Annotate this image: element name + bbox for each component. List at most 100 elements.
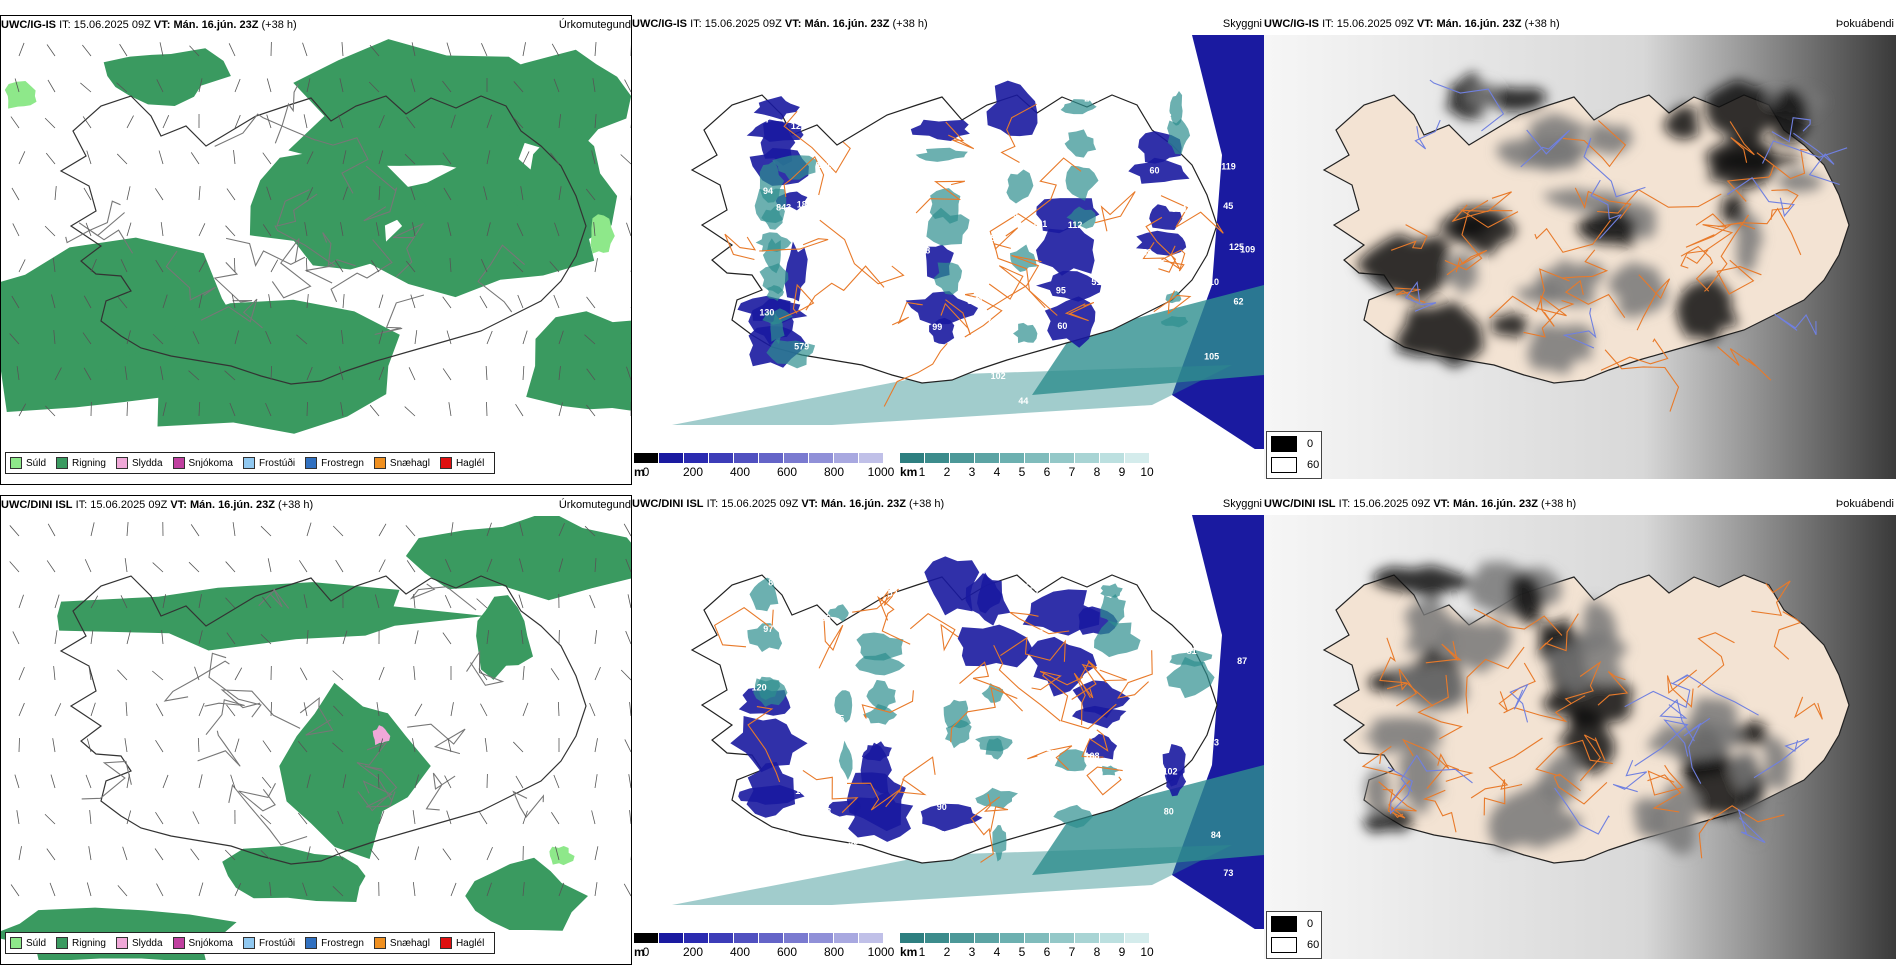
cloud-base-panel-1: UWC/IG-IS IT: 15.06.2025 09Z VT: Mán. 16… (632, 15, 1264, 485)
model-name: UWC/IG-IS (1, 19, 56, 31)
model-name: UWC/DINI ISL (1, 499, 73, 511)
vt-label: VT: (785, 18, 802, 30)
tick-label: 7 (1069, 465, 1076, 479)
colorbar-segment (834, 933, 859, 943)
colorbar-segment (634, 453, 659, 463)
model-name: UWC/DINI ISL (632, 498, 704, 510)
cloud-base-label: 63 (1162, 112, 1172, 122)
cloud-base-colorbar (634, 453, 884, 463)
tick-label: 200 (683, 465, 703, 479)
visibility-colorbar (900, 933, 1150, 943)
cloud-base-label: 180 (797, 199, 812, 209)
cloud-base-label: 119 (1221, 162, 1236, 172)
cloud-base-label: 128 (864, 319, 879, 329)
cloud-base-label: 86 (1011, 771, 1021, 781)
precip-map (1, 36, 632, 480)
vt-value: Mán. 16.jún. 23Z (1453, 498, 1538, 510)
vt-label: VT: (170, 499, 187, 511)
legend-swatch (243, 457, 255, 469)
fog-low-label: 0 (1307, 438, 1313, 450)
tick-label: 200 (683, 945, 703, 959)
cloud-base-label: 154 (976, 217, 991, 227)
cloud-base-label: 84 (1211, 830, 1221, 840)
cloud-base-label: 78 (1182, 183, 1192, 193)
cloud-base-label: 96 (1043, 713, 1053, 723)
cloud-base-label: 73 (1209, 737, 1219, 747)
colorbar-segment (759, 933, 784, 943)
colorbar-segment (859, 453, 884, 463)
colorbar-segment (925, 453, 950, 463)
cloud-base-label: 90 (937, 802, 947, 812)
legend-item: Snæhagl (374, 457, 430, 469)
cloud-base-label: 79 (1130, 77, 1140, 87)
cloud-base-label: 203 (1086, 151, 1101, 161)
tick-label: 4 (994, 945, 1001, 959)
colorbar-segment (784, 453, 809, 463)
panel-header: UWC/IG-IS IT: 15.06.2025 09Z VT: Mán. 16… (1264, 15, 1896, 33)
tick-label: 8 (1094, 465, 1101, 479)
cloud-base-label: 70 (1125, 771, 1135, 781)
cloud-base-label: 72 (1187, 114, 1197, 124)
cloud-base-label: 45 (1223, 201, 1233, 211)
cloud-base-label: 410 (1204, 277, 1219, 287)
cloud-base-label: 206 (985, 182, 1000, 192)
legend-item: Frostregn (305, 937, 364, 949)
legend-label: Frostregn (321, 458, 364, 469)
tick-label: 10 (1140, 945, 1153, 959)
tick-label: 6 (1044, 945, 1051, 959)
cloud-base-label: 89 (859, 376, 869, 386)
fog-high-label: 60 (1307, 459, 1319, 471)
colorbar-segment (925, 933, 950, 943)
vt-label: VT: (154, 19, 171, 31)
km-unit: km (900, 465, 917, 479)
colorbar-segment (900, 933, 925, 943)
fog-high-swatch (1271, 457, 1297, 473)
it-value: 15.06.2025 09Z (1353, 498, 1430, 510)
tick-label: 400 (730, 945, 750, 959)
colorbar-segment (634, 933, 659, 943)
panel-title: Skyggni (1223, 495, 1262, 513)
legend-item: Frostregn (305, 457, 364, 469)
colorbar-segment (1000, 453, 1025, 463)
cloud-base-label: 84 (986, 780, 996, 790)
km-unit: km (900, 945, 917, 959)
legend-label: Rigning (72, 458, 106, 469)
it-value: 15.06.2025 09Z (705, 18, 782, 30)
cloud-base-label: 52 (886, 255, 896, 265)
cloud-base-label: 369 (967, 296, 982, 306)
cloud-base-label: 124 (976, 313, 991, 323)
legend-item: Haglél (440, 937, 484, 949)
it-label: IT: (76, 499, 88, 511)
legend-label: Slydda (132, 938, 163, 949)
cloud-base-label: 46 (1114, 77, 1124, 87)
tick-label: 9 (1119, 465, 1126, 479)
legend-label: Frostúði (259, 938, 295, 949)
wind-barb (127, 402, 128, 416)
cloud-base-label: 80 (1164, 807, 1174, 817)
cloud-base-label: 102 (775, 830, 790, 840)
cloud-base-label: 130 (759, 308, 774, 318)
cloud-base-label: 284 (985, 233, 1000, 243)
colorbar-segment (759, 453, 784, 463)
cloud-base-label: 94 (763, 186, 773, 196)
cloud-base-label: 89 (768, 578, 778, 588)
colorbar-segment (834, 453, 859, 463)
tick-label: 4 (994, 465, 1001, 479)
cloud-base-label: 105 (1204, 352, 1219, 362)
cloud-base-label: 120 (752, 683, 767, 693)
legend-swatch (56, 457, 68, 469)
cloud-base-label: 133 (1161, 636, 1176, 646)
tick-label: 600 (777, 465, 797, 479)
cloud-base-label: 101 (816, 160, 831, 170)
cloud-base-label: 81 (755, 561, 765, 571)
cloud-base-label: 54 (1113, 218, 1123, 228)
fog-high-swatch (1271, 937, 1297, 953)
lead-time: (+38 h) (1524, 18, 1559, 30)
legend-item: Snjókoma (173, 457, 233, 469)
tick-label: 10 (1140, 465, 1153, 479)
cloud-base-label: 102 (991, 371, 1006, 381)
cloud-base-label: 129 (1003, 209, 1018, 219)
